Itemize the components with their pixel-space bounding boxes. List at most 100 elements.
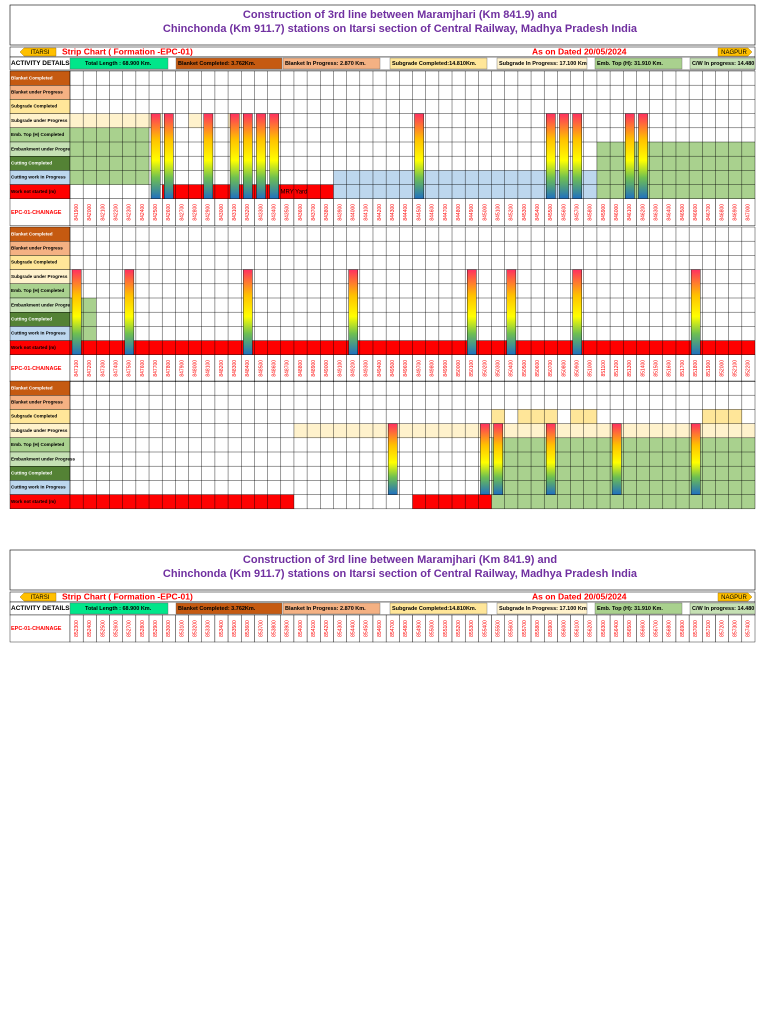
chainage: 856000 — [561, 620, 567, 637]
chainage: 845600 — [561, 204, 567, 221]
chainage: 855200 — [456, 620, 462, 637]
chainage-label: EPC-01-CHAINAGE — [11, 366, 62, 372]
chainage: 841900 — [74, 204, 80, 221]
summary-item: Blanket In Progress: 2.870 Km. — [285, 61, 366, 67]
chainage: 850700 — [548, 360, 554, 377]
chainage: 856300 — [601, 620, 607, 637]
summary-box — [689, 57, 756, 70]
chainage: 846100 — [627, 204, 633, 221]
status-fill — [70, 494, 294, 509]
chainage: 844300 — [390, 204, 396, 221]
chainage: 852800 — [140, 620, 146, 637]
chainage: 851700 — [680, 360, 686, 377]
chainage: 849700 — [416, 360, 422, 377]
chainage: 855700 — [522, 620, 528, 637]
summary-box — [689, 602, 756, 615]
chainage: 847400 — [113, 360, 119, 377]
chainage: 854000 — [298, 620, 304, 637]
activity-label: Cutting Completed — [11, 161, 52, 166]
chainage: 849800 — [430, 360, 436, 377]
arrow — [19, 47, 57, 57]
chainage: 850500 — [522, 360, 528, 377]
summary-item: Subgrade In Progress: 17.100 Km — [499, 61, 587, 67]
title: Chinchonda (Km 911.7) stations on Itarsi… — [163, 568, 638, 580]
chainage: 848800 — [298, 360, 304, 377]
chainage: 854300 — [337, 620, 343, 637]
activity-label: Blanket Completed — [11, 75, 53, 80]
chainage: 847900 — [179, 360, 185, 377]
chainage: 853100 — [179, 620, 185, 637]
activity-label: Cutting work in Progress — [11, 331, 66, 336]
chainage: 849000 — [324, 360, 330, 377]
summary-box — [175, 57, 283, 70]
structure-marker — [256, 113, 266, 199]
chainage: 842000 — [87, 204, 93, 221]
chainage: 844400 — [403, 204, 409, 221]
chainage: 846200 — [640, 204, 646, 221]
chainage: 852400 — [87, 620, 93, 637]
summary-label: ACTIVITY DETAILS — [11, 60, 70, 67]
chainage: 849200 — [351, 360, 357, 377]
chainage: 842400 — [140, 204, 146, 221]
chainage-label: EPC-01-CHAINAGE — [11, 210, 62, 216]
chainage: 846500 — [680, 204, 686, 221]
chainage: 846600 — [693, 204, 699, 221]
arrow — [19, 592, 57, 602]
chainage: 845700 — [574, 204, 580, 221]
chainage: 852700 — [127, 620, 133, 637]
to-station: NAGPUR — [721, 595, 747, 601]
activity-label: Emb. Top (H) Completed — [11, 442, 64, 447]
chainage: 847800 — [166, 360, 172, 377]
summary-item: Emb. Top (H): 31.910 Km. — [597, 606, 663, 612]
structure-marker — [414, 113, 424, 199]
chainage: 852100 — [733, 360, 739, 377]
summary-box — [496, 602, 588, 615]
chainage: 851200 — [614, 360, 620, 377]
chainage: 854900 — [416, 620, 422, 637]
chainage: 854500 — [364, 620, 370, 637]
chainage: 847200 — [87, 360, 93, 377]
status-fill — [70, 113, 163, 128]
chainage: 843300 — [258, 204, 264, 221]
chainage: 845000 — [482, 204, 488, 221]
chainage: 849600 — [403, 360, 409, 377]
chainage: 856800 — [667, 620, 673, 637]
chainage: 857000 — [693, 620, 699, 637]
to-station: NAGPUR — [721, 50, 747, 56]
chainage: 844100 — [364, 204, 370, 221]
chainage: 853600 — [245, 620, 251, 637]
chainage: 845900 — [601, 204, 607, 221]
activity-label: Work not started (m) — [11, 499, 56, 504]
arrow — [717, 47, 753, 57]
chainage: 855100 — [443, 620, 449, 637]
chainage: 845500 — [548, 204, 554, 221]
chainage: 850100 — [469, 360, 475, 377]
chainage: 850900 — [574, 360, 580, 377]
arrow — [717, 592, 753, 602]
chainage: 857100 — [706, 620, 712, 637]
chainage: 847300 — [100, 360, 106, 377]
activity-label: Embankment under Progress — [11, 302, 76, 307]
chainage: 851300 — [627, 360, 633, 377]
chainage: 849400 — [377, 360, 383, 377]
status-fill — [517, 409, 558, 424]
summary-box — [389, 57, 488, 70]
activity-label: Subgrade under Progress — [11, 428, 68, 433]
chainage: 842900 — [206, 204, 212, 221]
activity-label: Embankment under Progress — [11, 456, 76, 461]
date: As on Dated 20/05/2024 — [532, 46, 627, 56]
header-box — [9, 549, 756, 591]
activity-label: Blanket under Progress — [11, 90, 63, 95]
chainage: 843700 — [311, 204, 317, 221]
chainage: 852500 — [100, 620, 106, 637]
chainage: 855300 — [469, 620, 475, 637]
summary-box — [594, 602, 683, 615]
chainage: 853800 — [272, 620, 278, 637]
chainage: 854400 — [351, 620, 357, 637]
chainage: 853200 — [192, 620, 198, 637]
chainage: 848700 — [285, 360, 291, 377]
chainage-cell — [741, 614, 756, 643]
activity-label: Work not started (m) — [11, 345, 56, 350]
chainage: 845300 — [522, 204, 528, 221]
chainage: 851400 — [640, 360, 646, 377]
